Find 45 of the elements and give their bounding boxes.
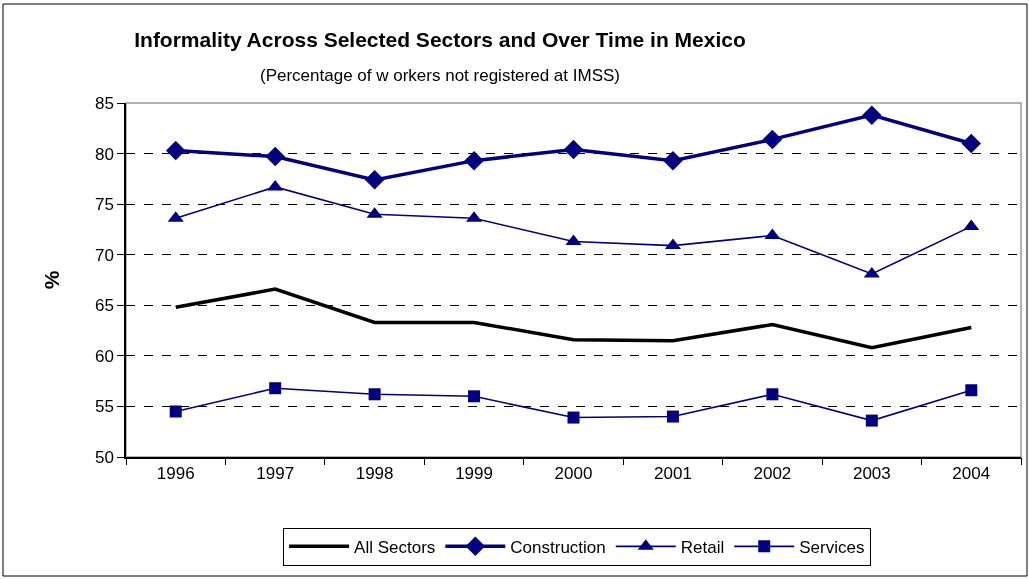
y-tick-label: 85 — [94, 93, 114, 113]
point — [464, 150, 484, 171]
legend-label: Services — [799, 537, 865, 557]
point — [766, 388, 779, 401]
point — [267, 179, 284, 191]
point — [368, 388, 381, 401]
x-tick-label: 1997 — [256, 464, 295, 484]
point — [364, 170, 385, 190]
chart-subtitle: (Percentage of w orkers not registered at IMSS) — [260, 66, 620, 85]
x-tick-label: 1998 — [355, 464, 394, 484]
legend-label: Retail — [680, 537, 725, 557]
point — [961, 133, 982, 154]
point — [563, 139, 584, 160]
point — [965, 384, 978, 397]
point — [565, 234, 582, 246]
point — [169, 405, 182, 418]
point — [865, 414, 878, 427]
point — [863, 266, 880, 278]
legend-label: All Sectors — [354, 537, 436, 557]
point — [862, 105, 882, 125]
y-axis-title: % — [39, 270, 63, 290]
y-tick-label: 55 — [94, 397, 114, 417]
y-tick-label: 80 — [94, 144, 114, 164]
legend-label: Construction — [510, 537, 606, 557]
x-tick-label: 1996 — [156, 464, 195, 484]
y-tick-label: 70 — [94, 245, 114, 265]
point — [265, 146, 285, 167]
x-tick-label: 2002 — [753, 464, 792, 484]
x-tick-label: 2001 — [654, 464, 692, 484]
y-tick-label: 75 — [94, 195, 114, 215]
point — [269, 382, 282, 395]
y-tick-label: 60 — [94, 346, 114, 366]
chart-title: Informality Across Selected Sectors and Over Time in Mexico — [134, 28, 746, 52]
point — [762, 129, 783, 150]
point — [468, 390, 481, 403]
point — [663, 150, 683, 171]
x-tick-label: 2000 — [554, 464, 593, 484]
x-tick-label: 2004 — [952, 464, 991, 484]
point — [567, 411, 580, 424]
point — [165, 140, 186, 161]
y-tick-label: 65 — [94, 296, 114, 316]
x-tick-label: 2003 — [852, 464, 891, 484]
point — [666, 410, 679, 423]
x-tick-label: 1999 — [455, 464, 493, 484]
y-tick-label: 50 — [94, 447, 114, 467]
